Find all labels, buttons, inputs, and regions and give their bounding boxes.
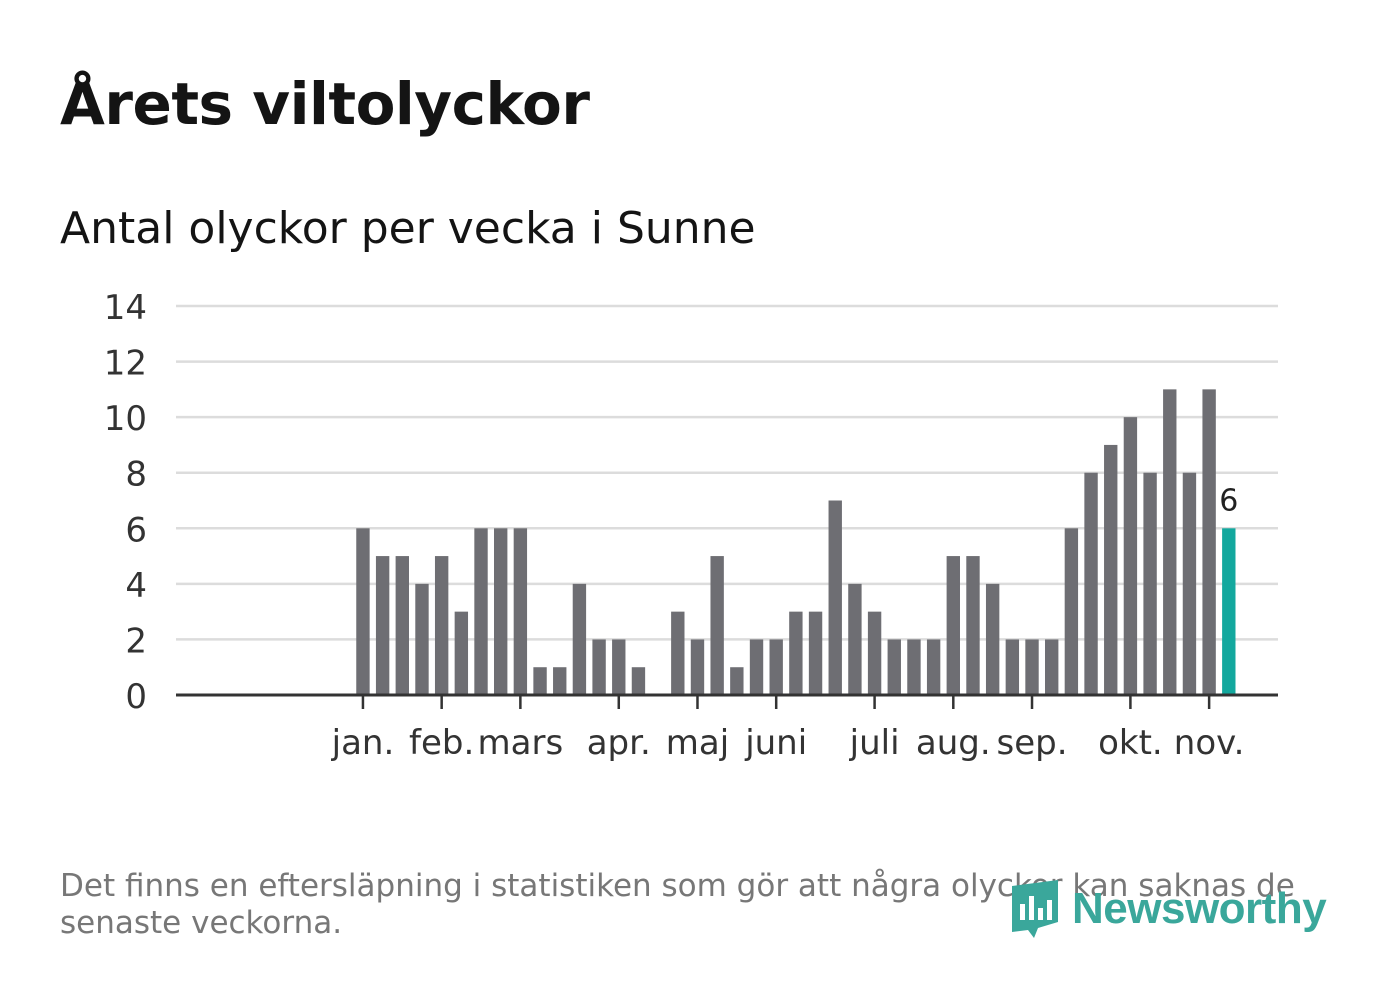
x-axis-labels: jan. feb. mars apr. maj juni juli aug. sep. okt. n… — [331, 723, 1245, 763]
bar — [631, 667, 646, 695]
y-tick-label: 12 — [104, 344, 147, 384]
bar — [356, 528, 370, 695]
newsworthy-icon — [1012, 880, 1058, 938]
bar-chart: 0 2 4 6 8 10 12 14 jan. feb. mars apr. maj juni juli a… — [104, 288, 1278, 763]
x-tick-label: okt. — [1098, 723, 1163, 763]
bar — [828, 500, 842, 695]
bar — [730, 667, 744, 695]
bar — [985, 583, 1000, 695]
bar — [926, 639, 941, 695]
bar — [513, 528, 528, 695]
y-tick-label: 4 — [125, 566, 147, 606]
y-axis-ticks: 0 2 4 6 8 10 12 14 — [104, 288, 147, 717]
bar — [612, 639, 626, 695]
brand-name: Newsworthy — [1072, 884, 1327, 933]
bar — [1104, 444, 1118, 695]
bar — [867, 611, 882, 695]
bar — [848, 583, 862, 695]
y-tick-label: 10 — [104, 399, 147, 439]
bar — [749, 639, 764, 695]
bar — [375, 556, 390, 695]
x-axis — [176, 693, 1278, 709]
bar — [1084, 472, 1098, 695]
bar — [553, 667, 567, 695]
chart-title: Årets viltolyckor — [60, 70, 590, 138]
bar — [671, 611, 685, 695]
x-tick-label: apr. — [587, 723, 651, 763]
x-tick-label: maj — [666, 723, 729, 763]
bars — [356, 389, 1236, 695]
x-tick-label: juli — [849, 723, 900, 763]
bar — [887, 639, 901, 695]
bar — [1025, 639, 1039, 695]
bar — [966, 556, 980, 695]
bar — [474, 528, 488, 695]
bar — [572, 583, 587, 695]
highlight-value-label: 6 — [1219, 483, 1238, 518]
bar — [769, 639, 783, 695]
x-tick-label: feb. — [409, 723, 474, 763]
x-tick-label: nov. — [1174, 723, 1245, 763]
bar — [1182, 472, 1197, 695]
highlighted-bar — [1222, 528, 1236, 695]
x-tick-label: sep. — [997, 723, 1068, 763]
bar — [1202, 389, 1216, 695]
data-labels: 6 — [1219, 483, 1238, 518]
bar — [1163, 389, 1177, 695]
bar — [1143, 472, 1157, 695]
y-tick-label: 8 — [125, 455, 147, 495]
bar — [434, 556, 449, 695]
bar — [1045, 639, 1059, 695]
bar — [1123, 417, 1138, 695]
bar — [1064, 528, 1079, 695]
y-tick-label: 0 — [125, 677, 147, 717]
x-tick-label: aug. — [916, 723, 991, 763]
bar — [395, 556, 409, 695]
y-tick-label: 14 — [104, 288, 147, 328]
x-tick-label: juni — [744, 723, 807, 763]
bar — [789, 611, 803, 695]
bar — [946, 556, 960, 695]
bar — [710, 556, 724, 695]
bar — [494, 528, 508, 695]
bar — [690, 639, 705, 695]
bar — [415, 583, 429, 695]
bar — [592, 639, 606, 695]
footnote: Det finns en eftersläpning i statistiken… — [60, 868, 1295, 941]
y-tick-label: 2 — [125, 621, 147, 661]
y-tick-label: 6 — [125, 510, 147, 550]
chart-subtitle: Antal olyckor per vecka i Sunne — [60, 203, 756, 254]
bar — [454, 611, 469, 695]
x-tick-label: mars — [478, 723, 564, 763]
bar — [533, 667, 547, 695]
bar — [808, 611, 823, 695]
x-tick-label: jan. — [331, 723, 395, 763]
newsworthy-logo: Newsworthy — [1010, 878, 1327, 940]
bar — [1005, 639, 1020, 695]
bar — [907, 639, 921, 695]
